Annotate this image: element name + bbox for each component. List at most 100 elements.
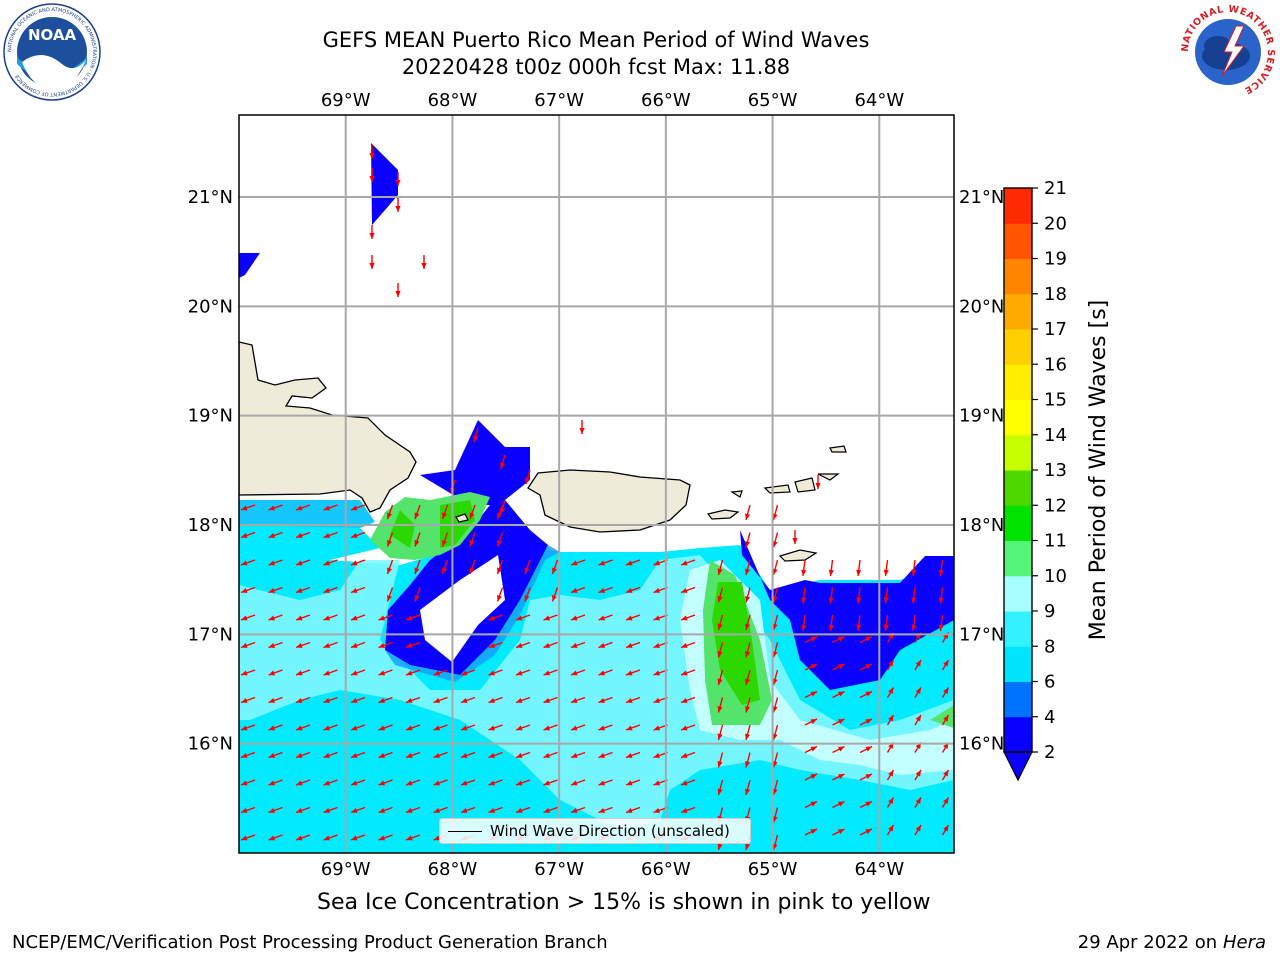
wave-direction-arrow bbox=[832, 635, 845, 644]
wave-direction-arrow bbox=[859, 690, 873, 699]
wave-direction-arrow bbox=[496, 559, 504, 575]
wave-direction-arrow bbox=[792, 530, 798, 544]
wave-direction-arrow bbox=[350, 779, 366, 786]
colorbar-tick-label: 4 bbox=[1044, 707, 1055, 728]
wave-direction-arrow bbox=[579, 420, 585, 434]
wave-direction-arrow bbox=[625, 559, 641, 566]
wave-direction-arrow bbox=[598, 779, 613, 786]
wave-direction-arrow bbox=[295, 806, 311, 814]
wave-direction-arrow bbox=[911, 559, 917, 577]
wave-direction-arrow bbox=[772, 697, 779, 713]
wave-direction-arrow bbox=[295, 559, 311, 566]
colorbar-segment bbox=[1004, 716, 1032, 753]
wave-direction-arrow bbox=[804, 690, 818, 699]
field-4-6s-band bbox=[239, 500, 375, 528]
wave-direction-arrow bbox=[515, 696, 531, 704]
wave-direction-arrow bbox=[938, 559, 944, 577]
wave-direction-arrow bbox=[856, 614, 862, 632]
wave-direction-arrow bbox=[570, 669, 586, 676]
wave-direction-arrow bbox=[717, 752, 724, 768]
wave-direction-arrow bbox=[295, 504, 311, 511]
wave-direction-arrow bbox=[515, 614, 531, 621]
wave-direction-arrow bbox=[323, 504, 338, 511]
wave-direction-arrow bbox=[914, 714, 922, 726]
wave-direction-arrow bbox=[859, 663, 873, 671]
wave-direction-arrow bbox=[240, 669, 256, 676]
wave-direction-arrow bbox=[717, 587, 724, 603]
colorbar-tick-label: 8 bbox=[1044, 636, 1055, 657]
wave-direction-arrow bbox=[832, 800, 845, 809]
wave-direction-arrow bbox=[240, 559, 256, 566]
colorbar-segment bbox=[1004, 681, 1032, 718]
wave-direction-arrow bbox=[378, 834, 393, 841]
wave-direction-arrow bbox=[350, 751, 366, 759]
colorbar-tick-label: 18 bbox=[1044, 284, 1067, 305]
wave-direction-arrow bbox=[323, 669, 338, 676]
wave-direction-arrow bbox=[268, 614, 283, 621]
wave-direction-arrow bbox=[240, 724, 256, 731]
wave-direction-arrow bbox=[421, 255, 427, 269]
colorbar-tick-label: 9 bbox=[1044, 601, 1055, 622]
wave-direction-arrow bbox=[859, 635, 873, 644]
wave-direction-arrow bbox=[772, 532, 779, 548]
wave-direction-arrow bbox=[859, 718, 873, 726]
wave-direction-arrow bbox=[680, 641, 696, 649]
wave-direction-arrow bbox=[433, 724, 448, 731]
colorbar-tick-label: 19 bbox=[1044, 249, 1067, 270]
wave-direction-arrow bbox=[378, 696, 393, 704]
colorbar: 2 4 6 8 9 10 11 12 13 14 15 16 17 18 19 20 21 Mean Period… bbox=[1003, 178, 1111, 782]
wave-direction-arrow bbox=[717, 559, 724, 576]
lat-label-right: 16°N bbox=[959, 734, 1004, 755]
wave-direction-arrow bbox=[938, 587, 944, 604]
wave-direction-arrow bbox=[859, 773, 873, 781]
wave-direction-arrow bbox=[350, 559, 366, 566]
wave-direction-arrow bbox=[914, 659, 922, 671]
wave-direction-arrow bbox=[405, 834, 421, 841]
colorbar-tick-label: 17 bbox=[1044, 319, 1067, 340]
wave-direction-arrow bbox=[832, 773, 845, 781]
wave-direction-arrow bbox=[386, 504, 394, 520]
wave-direction-arrow bbox=[551, 587, 559, 602]
wave-direction-arrow bbox=[804, 773, 818, 781]
colorbar-under-extension bbox=[1003, 751, 1033, 782]
colorbar-tick-label: 2 bbox=[1044, 742, 1055, 763]
wave-direction-arrow bbox=[240, 531, 256, 539]
wave-direction-arrow bbox=[745, 724, 751, 741]
wave-direction-arrow bbox=[598, 614, 613, 621]
wave-direction-arrow bbox=[804, 635, 818, 644]
wave-direction-arrow bbox=[240, 834, 256, 841]
wave-direction-arrow bbox=[515, 779, 531, 786]
wave-direction-arrow bbox=[856, 587, 862, 604]
colorbar-tick-label: 13 bbox=[1044, 460, 1067, 481]
wave-direction-arrow bbox=[268, 504, 283, 511]
map-frame bbox=[238, 114, 955, 854]
wave-direction-arrow bbox=[625, 669, 641, 676]
wave-direction-arrow bbox=[488, 806, 503, 814]
wave-direction-arrow bbox=[717, 724, 724, 741]
wave-direction-arrow bbox=[350, 696, 366, 704]
wave-direction-arrow bbox=[828, 559, 834, 577]
wave-direction-arrow bbox=[460, 751, 476, 759]
wave-direction-arrow bbox=[488, 724, 503, 731]
colorbar-tick-label: 11 bbox=[1044, 531, 1067, 552]
colorbar-tick-label: 10 bbox=[1044, 566, 1067, 587]
wave-direction-arrow bbox=[414, 587, 421, 602]
wave-direction-arrow bbox=[405, 751, 421, 759]
wave-direction-arrow bbox=[295, 751, 311, 759]
wave-direction-arrow bbox=[295, 614, 311, 621]
wave-direction-arrow bbox=[268, 834, 283, 841]
wave-direction-arrow bbox=[433, 806, 448, 814]
wave-direction-arrow bbox=[914, 824, 922, 836]
wave-direction-arrow bbox=[350, 669, 366, 676]
wave-direction-arrow bbox=[323, 779, 338, 786]
wave-direction-arrow bbox=[369, 168, 375, 182]
map-legend: Wind Wave Direction (unscaled) bbox=[439, 818, 751, 844]
wave-direction-arrow bbox=[883, 559, 889, 577]
colorbar-tick-label: 6 bbox=[1044, 672, 1055, 693]
wave-direction-arrow bbox=[515, 751, 531, 759]
wave-direction-arrow bbox=[717, 614, 724, 631]
wave-direction-arrow bbox=[295, 779, 311, 786]
wave-direction-arrow bbox=[551, 559, 559, 575]
wave-direction-arrow bbox=[500, 454, 506, 470]
wave-direction-arrow bbox=[772, 614, 779, 631]
